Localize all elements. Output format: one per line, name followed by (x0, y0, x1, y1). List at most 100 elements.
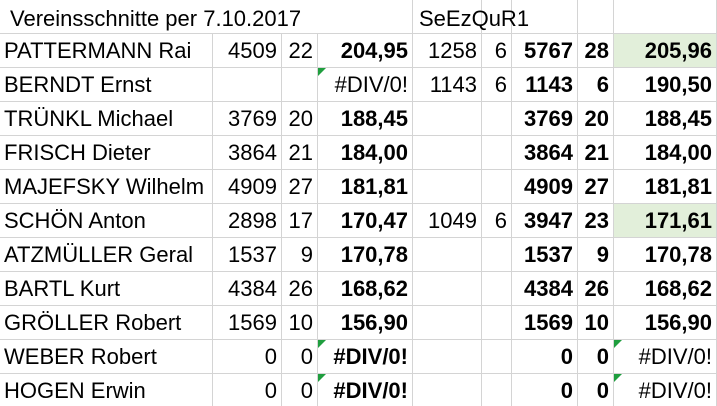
value-cell: 20 (282, 102, 318, 136)
value-cell: 181,81 (614, 170, 717, 204)
value-cell: 3864 (213, 136, 282, 170)
value-cell: 188,45 (318, 102, 413, 136)
value-cell: 1143 (512, 68, 578, 102)
value-cell (482, 238, 512, 272)
grid-cell (614, 0, 717, 34)
name-cell: SCHÖN Anton (0, 204, 213, 238)
value-cell: 22 (282, 34, 318, 68)
value-cell: 6 (578, 68, 614, 102)
value-cell (482, 272, 512, 306)
value-cell (413, 238, 482, 272)
grid-cell (213, 0, 282, 34)
value-cell: 168,62 (614, 272, 717, 306)
value-cell: 1143 (413, 68, 482, 102)
value-cell: 0 (213, 340, 282, 374)
value-cell (413, 306, 482, 340)
name-cell: BARTL Kurt (0, 272, 213, 306)
value-cell: 3769 (512, 102, 578, 136)
grid-cell (0, 0, 213, 34)
value-cell (413, 272, 482, 306)
value-cell: 205,96 (614, 34, 717, 68)
sheet-code: SeEzQuR1 (419, 6, 530, 31)
value-cell: 6 (482, 34, 512, 68)
value-cell: 1049 (413, 204, 482, 238)
value-cell: 2898 (213, 204, 282, 238)
grid-cell (318, 0, 413, 34)
value-cell: 188,45 (614, 102, 717, 136)
value-cell: 156,90 (614, 306, 717, 340)
value-cell: 4509 (213, 34, 282, 68)
value-cell: 9 (282, 238, 318, 272)
value-cell (413, 374, 482, 406)
value-cell: 0 (282, 374, 318, 406)
value-cell: #DIV/0! (614, 374, 717, 406)
value-cell: 170,78 (318, 238, 413, 272)
value-cell: 0 (282, 340, 318, 374)
value-cell (482, 340, 512, 374)
value-cell: 17 (282, 204, 318, 238)
value-cell: 168,62 (318, 272, 413, 306)
value-cell: 171,61 (614, 204, 717, 238)
value-cell: 181,81 (318, 170, 413, 204)
value-cell: 3769 (213, 102, 282, 136)
name-cell: HOGEN Erwin (0, 374, 213, 406)
value-cell: 1569 (213, 306, 282, 340)
value-cell: 184,00 (614, 136, 717, 170)
value-cell: 20 (578, 102, 614, 136)
value-cell: 21 (282, 136, 318, 170)
value-cell (482, 306, 512, 340)
value-cell: 0 (512, 374, 578, 406)
value-cell: 6 (482, 204, 512, 238)
value-cell: 10 (578, 306, 614, 340)
value-cell: 28 (578, 34, 614, 68)
value-cell: 156,90 (318, 306, 413, 340)
name-cell: PATTERMANN Rai (0, 34, 213, 68)
value-cell (282, 68, 318, 102)
name-cell: BERNDT Ernst (0, 68, 213, 102)
value-cell (482, 102, 512, 136)
name-cell: WEBER Robert (0, 340, 213, 374)
value-cell: 3947 (512, 204, 578, 238)
value-cell: 26 (282, 272, 318, 306)
name-cell: ATZMÜLLER Geral (0, 238, 213, 272)
value-cell (413, 136, 482, 170)
value-cell: 1537 (512, 238, 578, 272)
value-cell: 170,78 (614, 238, 717, 272)
value-cell: 3864 (512, 136, 578, 170)
grid-cell (578, 0, 614, 34)
value-cell: 21 (578, 136, 614, 170)
name-cell: MAJEFSKY Wilhelm (0, 170, 213, 204)
value-cell: 0 (578, 340, 614, 374)
grid-cell (482, 0, 512, 34)
grid-cell (282, 0, 318, 34)
value-cell: 6 (482, 68, 512, 102)
value-cell (413, 102, 482, 136)
value-cell: 5767 (512, 34, 578, 68)
value-cell: 204,95 (318, 34, 413, 68)
value-cell: 1537 (213, 238, 282, 272)
value-cell: 184,00 (318, 136, 413, 170)
value-cell: 0 (213, 374, 282, 406)
sheet-title: Vereinsschnitte per 7.10.2017 (10, 6, 302, 31)
value-cell: #DIV/0! (318, 68, 413, 102)
value-cell: 4384 (512, 272, 578, 306)
value-cell: 1258 (413, 34, 482, 68)
value-cell: #DIV/0! (318, 374, 413, 406)
value-cell: 27 (282, 170, 318, 204)
value-cell: 4909 (213, 170, 282, 204)
value-cell: #DIV/0! (614, 340, 717, 374)
value-cell (413, 340, 482, 374)
value-cell (482, 136, 512, 170)
name-cell: FRISCH Dieter (0, 136, 213, 170)
grid-cell (512, 0, 578, 34)
value-cell: 0 (512, 340, 578, 374)
value-cell: 0 (578, 374, 614, 406)
value-cell: 190,50 (614, 68, 717, 102)
value-cell: 4384 (213, 272, 282, 306)
grid-cell (413, 0, 482, 34)
value-cell (482, 170, 512, 204)
value-cell: 27 (578, 170, 614, 204)
value-cell: 23 (578, 204, 614, 238)
name-cell: GRÖLLER Robert (0, 306, 213, 340)
